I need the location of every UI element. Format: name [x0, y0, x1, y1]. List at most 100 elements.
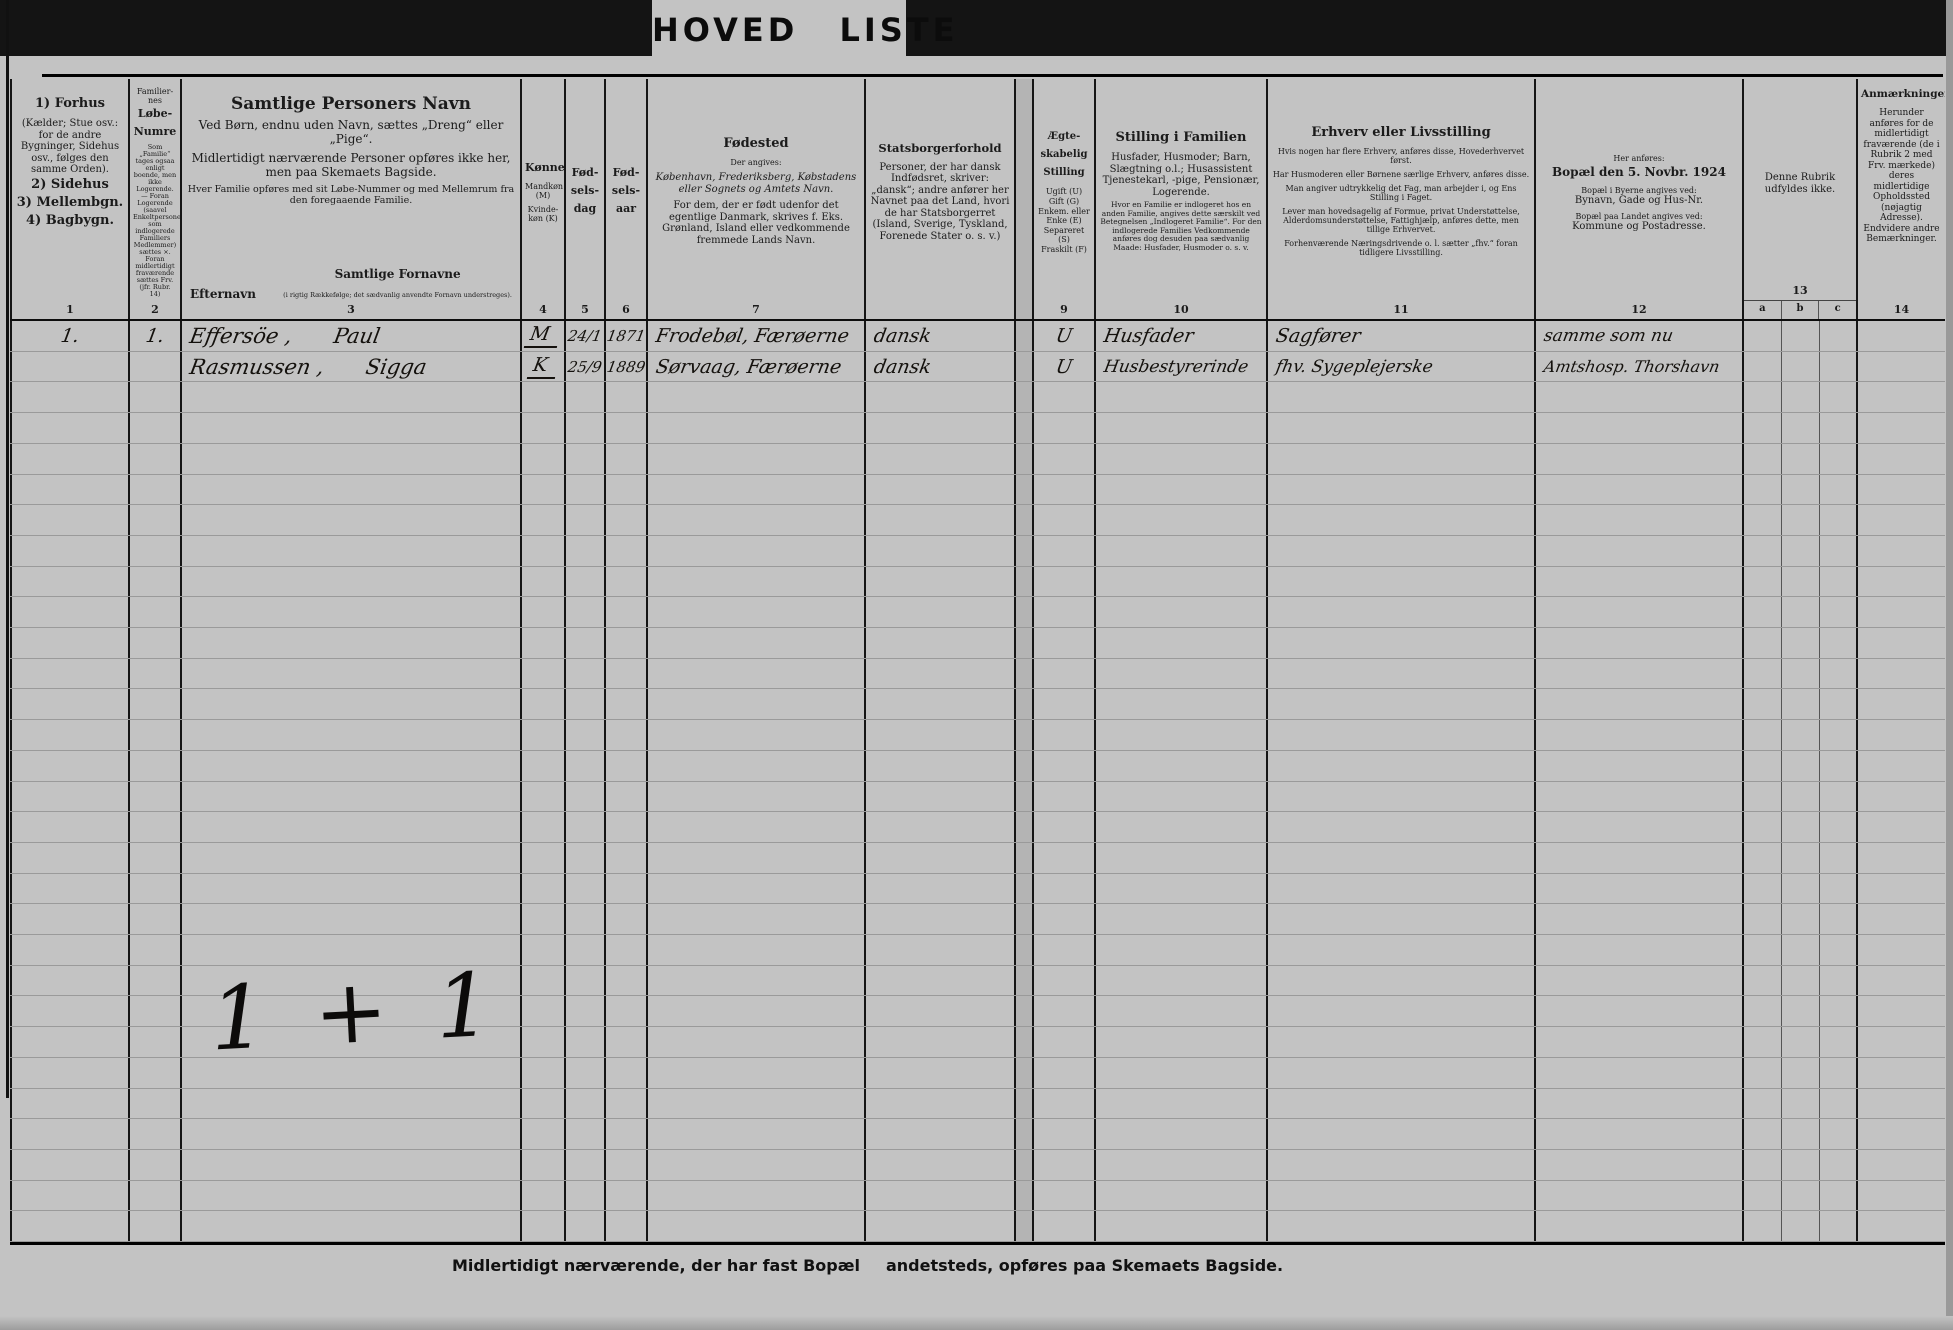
empty-cell — [1858, 966, 1945, 996]
empty-cell — [1016, 505, 1034, 535]
empty-cell — [1744, 781, 1782, 812]
empty-cell — [182, 904, 522, 935]
empty-cell — [1268, 1119, 1536, 1149]
header-text: Ægte- — [1047, 130, 1081, 142]
column-number: 6 — [622, 303, 630, 316]
column-header-occupation: Erhverv eller Livsstilling Hvis nogen ha… — [1268, 79, 1536, 319]
table-row-empty — [10, 935, 1945, 966]
empty-cell — [10, 628, 130, 658]
empty-cell — [182, 781, 522, 812]
empty-cell — [1096, 474, 1268, 505]
empty-cell — [1016, 535, 1034, 566]
empty-cell — [1782, 812, 1820, 842]
empty-cell — [130, 812, 182, 842]
census-table: 1) Forhus (Kælder; Stue osv.: for de and… — [10, 79, 1945, 1245]
empty-cell — [1536, 812, 1744, 842]
empty-cell — [1858, 782, 1945, 812]
empty-cell — [1034, 505, 1096, 535]
empty-cell — [606, 1119, 648, 1149]
empty-cell — [130, 474, 182, 505]
table-row-empty — [10, 1088, 1945, 1120]
column-number — [866, 302, 1014, 319]
empty-cell — [566, 1211, 606, 1242]
empty-cell — [566, 1149, 606, 1180]
empty-cell — [130, 750, 182, 781]
empty-cell — [566, 965, 606, 996]
header-text: 2) Sidehus — [31, 176, 109, 192]
empty-cell — [1016, 689, 1034, 720]
empty-cell — [1034, 382, 1096, 413]
empty-cell — [1782, 842, 1820, 873]
cell-forename: Paul — [331, 323, 382, 348]
column-number: 7 — [752, 303, 760, 316]
empty-cell — [866, 1149, 1016, 1180]
table-row-empty — [10, 996, 1945, 1028]
empty-cell — [866, 658, 1016, 689]
empty-cell — [1268, 1180, 1536, 1211]
empty-cell — [1858, 935, 1945, 965]
empty-cell — [606, 1027, 648, 1057]
header-text: 4) Bagbygn. — [26, 212, 114, 228]
empty-cell — [1096, 1088, 1268, 1119]
empty-cell — [866, 566, 1016, 597]
empty-cell — [1268, 1211, 1536, 1242]
column-number: 12 — [1631, 303, 1647, 316]
header-text: Her anføres: — [1613, 154, 1665, 163]
empty-cell — [182, 1119, 522, 1149]
table-row-empty — [10, 505, 1945, 536]
header-text: Hvor en Familie er indlogeret hos en and… — [1100, 200, 1262, 252]
empty-cell — [566, 474, 606, 505]
empty-cell — [10, 505, 130, 535]
empty-cell — [1016, 812, 1034, 842]
empty-cell — [606, 382, 648, 413]
column-number: 9 — [1060, 303, 1068, 316]
table-row-empty — [10, 1180, 1945, 1212]
empty-cell — [606, 812, 648, 842]
header-text: Erhverv eller Livsstilling — [1311, 125, 1491, 140]
header-text: Hver Familie opføres med sit Løbe-Nummer… — [187, 184, 515, 206]
header-text: skabelig — [1040, 148, 1088, 160]
header-text: Fraskilt (F) — [1041, 244, 1087, 254]
top-dark-bar-left — [0, 0, 652, 56]
empty-cell — [130, 1149, 182, 1180]
empty-cell — [1820, 658, 1858, 689]
empty-cell — [1744, 935, 1782, 965]
empty-cell — [130, 996, 182, 1027]
empty-cell — [182, 1027, 522, 1057]
cell-house: 1. — [58, 324, 82, 347]
empty-cell — [1820, 474, 1858, 505]
empty-cell — [1782, 597, 1820, 628]
empty-cell — [182, 996, 522, 1027]
empty-cell — [522, 658, 566, 689]
empty-cell — [1268, 505, 1536, 535]
subcolumn-label-a: a — [1744, 301, 1782, 319]
empty-cell — [1782, 505, 1820, 535]
cell-surname: Effersöe , — [187, 323, 294, 348]
empty-cell — [1782, 413, 1820, 443]
empty-cell — [1820, 1027, 1858, 1057]
empty-cell — [1820, 935, 1858, 965]
empty-cell — [130, 1088, 182, 1119]
table-row: Rasmussen , Sigga K 25/9 1889 Sørvaag, F… — [10, 351, 1945, 383]
empty-cell — [1016, 965, 1034, 996]
scan-edge-bottom — [0, 1316, 1953, 1330]
empty-cell — [1268, 474, 1536, 505]
empty-cell — [1744, 1149, 1782, 1180]
header-text: 1) Forhus — [35, 96, 105, 111]
header-text: Numre — [133, 125, 177, 138]
subcolumn-label-c: c — [1834, 303, 1841, 314]
empty-cell — [130, 1027, 182, 1057]
empty-cell — [1268, 1027, 1536, 1057]
empty-cell — [1820, 1088, 1858, 1119]
empty-cell — [648, 1119, 866, 1149]
empty-cell — [1016, 474, 1034, 505]
empty-cell — [1034, 1119, 1096, 1149]
header-text: København, Frederiksberg, Købstadens ell… — [655, 172, 857, 195]
scan-edge-right — [1946, 0, 1953, 1330]
empty-cell — [1268, 535, 1536, 566]
empty-cell — [130, 443, 182, 474]
empty-cell — [130, 720, 182, 750]
empty-cell — [130, 535, 182, 566]
empty-cell — [1782, 628, 1820, 658]
empty-cell — [1858, 1211, 1945, 1241]
